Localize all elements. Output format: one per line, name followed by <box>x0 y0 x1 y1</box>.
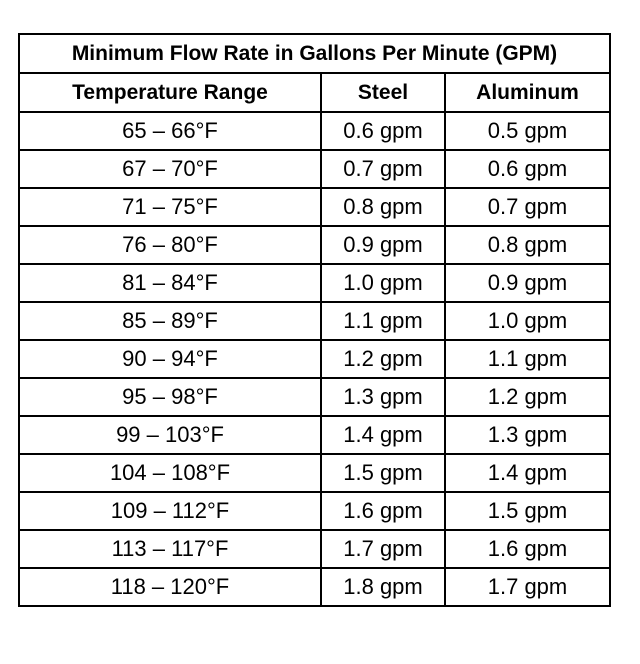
table-row: 118 – 120°F 1.8 gpm 1.7 gpm <box>18 567 611 607</box>
steel-flow-cell: 0.8 gpm <box>320 187 446 227</box>
table-row: 95 – 98°F 1.3 gpm 1.2 gpm <box>18 377 611 417</box>
steel-flow-cell: 1.3 gpm <box>320 377 446 417</box>
temperature-range-cell: 109 – 112°F <box>18 491 322 531</box>
table-row: 113 – 117°F 1.7 gpm 1.6 gpm <box>18 529 611 569</box>
table-row: 90 – 94°F 1.2 gpm 1.1 gpm <box>18 339 611 379</box>
temperature-range-cell: 95 – 98°F <box>18 377 322 417</box>
table-row: 65 – 66°F 0.6 gpm 0.5 gpm <box>18 111 611 151</box>
table-row: 109 – 112°F 1.6 gpm 1.5 gpm <box>18 491 611 531</box>
temperature-range-cell: 113 – 117°F <box>18 529 322 569</box>
aluminum-flow-cell: 0.9 gpm <box>444 263 611 303</box>
aluminum-flow-cell: 1.6 gpm <box>444 529 611 569</box>
aluminum-flow-cell: 1.5 gpm <box>444 491 611 531</box>
steel-flow-cell: 0.7 gpm <box>320 149 446 189</box>
temperature-range-cell: 90 – 94°F <box>18 339 322 379</box>
table-title: Minimum Flow Rate in Gallons Per Minute … <box>18 33 611 74</box>
flow-rate-table: Minimum Flow Rate in Gallons Per Minute … <box>18 33 611 607</box>
aluminum-flow-cell: 0.8 gpm <box>444 225 611 265</box>
table-row: 76 – 80°F 0.9 gpm 0.8 gpm <box>18 225 611 265</box>
steel-flow-cell: 1.1 gpm <box>320 301 446 341</box>
aluminum-flow-cell: 1.7 gpm <box>444 567 611 607</box>
temperature-range-cell: 67 – 70°F <box>18 149 322 189</box>
header-row: Temperature Range Steel Aluminum <box>18 72 611 113</box>
aluminum-flow-cell: 1.2 gpm <box>444 377 611 417</box>
steel-flow-cell: 1.0 gpm <box>320 263 446 303</box>
steel-flow-cell: 1.7 gpm <box>320 529 446 569</box>
steel-flow-cell: 0.9 gpm <box>320 225 446 265</box>
temperature-range-cell: 85 – 89°F <box>18 301 322 341</box>
table-row: 81 – 84°F 1.0 gpm 0.9 gpm <box>18 263 611 303</box>
table-row: 104 – 108°F 1.5 gpm 1.4 gpm <box>18 453 611 493</box>
table-row: 99 – 103°F 1.4 gpm 1.3 gpm <box>18 415 611 455</box>
aluminum-flow-cell: 0.5 gpm <box>444 111 611 151</box>
table-body: 65 – 66°F 0.6 gpm 0.5 gpm 67 – 70°F 0.7 gpm 0… <box>18 111 611 607</box>
aluminum-flow-cell: 1.4 gpm <box>444 453 611 493</box>
temperature-range-cell: 81 – 84°F <box>18 263 322 303</box>
aluminum-flow-cell: 0.7 gpm <box>444 187 611 227</box>
column-header-temperature-range: Temperature Range <box>18 72 322 113</box>
steel-flow-cell: 1.8 gpm <box>320 567 446 607</box>
aluminum-flow-cell: 1.1 gpm <box>444 339 611 379</box>
column-header-aluminum: Aluminum <box>444 72 611 113</box>
temperature-range-cell: 71 – 75°F <box>18 187 322 227</box>
table-row: 71 – 75°F 0.8 gpm 0.7 gpm <box>18 187 611 227</box>
steel-flow-cell: 1.2 gpm <box>320 339 446 379</box>
steel-flow-cell: 0.6 gpm <box>320 111 446 151</box>
aluminum-flow-cell: 0.6 gpm <box>444 149 611 189</box>
temperature-range-cell: 65 – 66°F <box>18 111 322 151</box>
aluminum-flow-cell: 1.3 gpm <box>444 415 611 455</box>
title-row: Minimum Flow Rate in Gallons Per Minute … <box>18 33 611 74</box>
temperature-range-cell: 118 – 120°F <box>18 567 322 607</box>
table-row: 67 – 70°F 0.7 gpm 0.6 gpm <box>18 149 611 189</box>
steel-flow-cell: 1.4 gpm <box>320 415 446 455</box>
table-row: 85 – 89°F 1.1 gpm 1.0 gpm <box>18 301 611 341</box>
aluminum-flow-cell: 1.0 gpm <box>444 301 611 341</box>
steel-flow-cell: 1.5 gpm <box>320 453 446 493</box>
steel-flow-cell: 1.6 gpm <box>320 491 446 531</box>
temperature-range-cell: 104 – 108°F <box>18 453 322 493</box>
column-header-steel: Steel <box>320 72 446 113</box>
temperature-range-cell: 76 – 80°F <box>18 225 322 265</box>
temperature-range-cell: 99 – 103°F <box>18 415 322 455</box>
